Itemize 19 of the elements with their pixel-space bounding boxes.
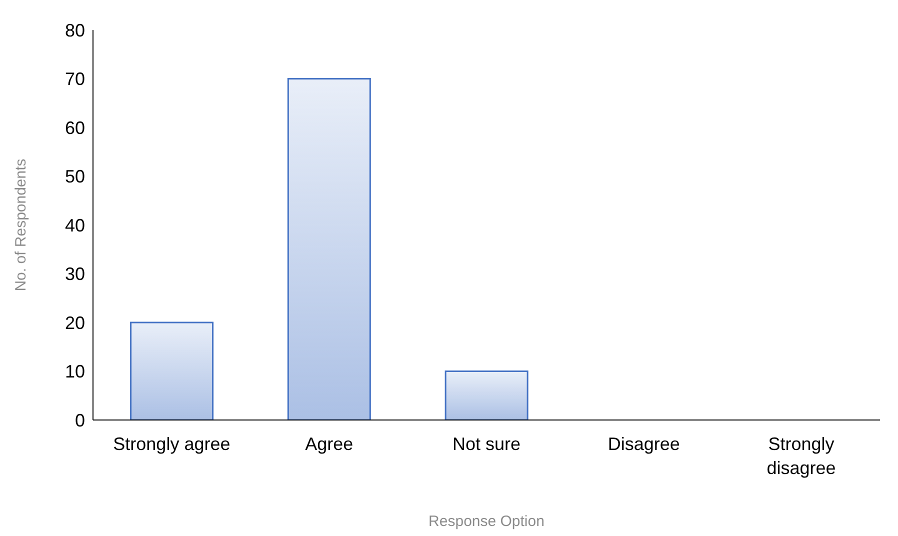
x-axis-title: Response Option [428,513,544,530]
bar [444,370,528,420]
y-tick-label: 70 [64,69,85,90]
x-tick-label: Not sure [452,434,521,454]
y-tick-label: 30 [64,264,85,284]
y-tick-label: 60 [64,118,85,138]
bar [287,78,371,420]
y-tick-label: 20 [64,312,85,333]
y-tick-label: 0 [74,410,85,430]
y-tick-label: 40 [64,215,85,236]
y-axis-title: No. of Respondents [12,158,30,292]
x-tick-label: Agree [305,434,354,454]
x-tick-label: Strongly disagree [766,434,836,478]
x-tick-label: Strongly agree [113,434,230,454]
y-tick-label: 10 [64,362,85,382]
x-tick-label: Disagree [608,434,680,454]
bar [130,322,214,420]
y-tick-label: 80 [64,20,85,40]
y-tick-label: 50 [64,166,85,187]
